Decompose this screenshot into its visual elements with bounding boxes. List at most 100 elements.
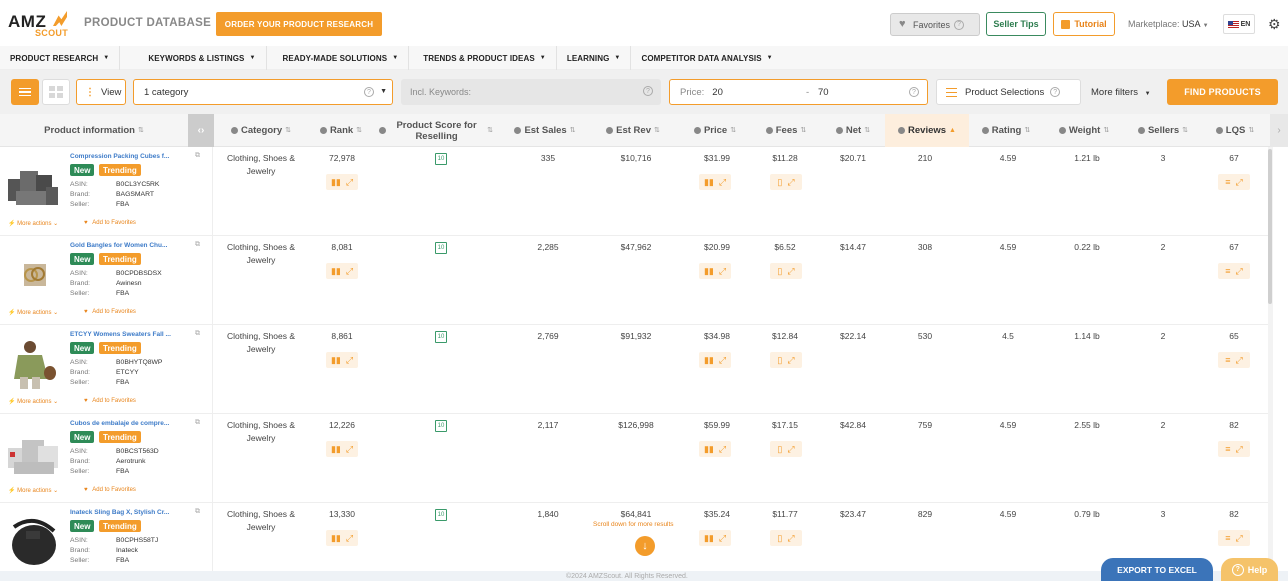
copy-icon[interactable]: ⧉ xyxy=(195,152,200,159)
seller-tips-button[interactable]: Seller Tips xyxy=(986,12,1046,36)
lqs-tools[interactable]: ≡ ⤢ xyxy=(1218,441,1250,457)
scroll-right-arrow[interactable]: › xyxy=(1270,114,1288,147)
lqs-tools[interactable]: ≡ ⤢ xyxy=(1218,530,1250,546)
asin-value[interactable]: B0CPDBSDSX xyxy=(116,270,162,277)
language-selector[interactable]: EN xyxy=(1223,14,1255,34)
product-title-link[interactable]: Gold Bangles for Women Chu... xyxy=(70,242,168,249)
nav-item-learning[interactable]: LEARNING ▼ xyxy=(557,46,632,70)
add-to-favorites-button[interactable]: ♥ Add to Favorites xyxy=(84,309,136,315)
nav-item-keywords-listings[interactable]: KEYWORDS & LISTINGS ▼ xyxy=(120,46,267,70)
rank-tools[interactable]: ▮▮ ⤢ xyxy=(326,263,358,279)
price-tools[interactable]: ▮▮ ⤢ xyxy=(699,174,731,190)
rank-tools[interactable]: ▮▮ ⤢ xyxy=(326,530,358,546)
add-to-favorites-button[interactable]: ♥ Add to Favorites xyxy=(84,487,136,493)
find-products-button[interactable]: FIND PRODUCTS xyxy=(1167,79,1278,105)
export-to-excel-button[interactable]: EXPORT TO EXCEL xyxy=(1101,558,1213,581)
price-max-input[interactable]: 70 xyxy=(818,86,829,98)
more-actions-button[interactable]: ⚡ More actions ⌄ xyxy=(8,310,59,316)
help-icon[interactable]: ? xyxy=(1050,87,1061,97)
vertical-scrollbar[interactable] xyxy=(1268,147,1273,571)
col-header-lqs[interactable]: LQS ⇅ xyxy=(1206,114,1264,147)
col-header-sellers[interactable]: Sellers ⇅ xyxy=(1128,114,1198,147)
price-min-input[interactable]: 20 xyxy=(712,86,723,98)
product-thumbnail[interactable] xyxy=(6,517,62,567)
copy-icon[interactable]: ⧉ xyxy=(195,330,200,337)
help-icon[interactable]: ? xyxy=(954,19,965,30)
marketplace-selector[interactable]: Marketplace: USA ▼ xyxy=(1128,19,1209,29)
lqs-tools[interactable]: ≡ ⤢ xyxy=(1218,263,1250,279)
nav-item-ready-made-solutions[interactable]: READY-MADE SOLUTIONS ▼ xyxy=(267,46,410,70)
col-header-est-rev[interactable]: Est Rev ⇅ xyxy=(598,114,668,147)
brand-value[interactable]: BAGSMART xyxy=(116,191,155,198)
nav-item-product-research[interactable]: PRODUCT RESEARCH ▼ xyxy=(0,46,121,70)
product-title-link[interactable]: Inateck Sling Bag X, Stylish Cr... xyxy=(70,509,170,516)
fees-tools[interactable]: ▯ ⤢ xyxy=(770,441,802,457)
add-to-favorites-button[interactable]: ♥ Add to Favorites xyxy=(84,220,136,226)
nav-item-trends-product-ideas[interactable]: TRENDS & PRODUCT IDEAS ▼ xyxy=(409,46,557,70)
col-header-fees[interactable]: Fees ⇅ xyxy=(755,114,817,147)
brand-value[interactable]: ETCYY xyxy=(116,369,139,376)
col-header-reviews[interactable]: Reviews ▲ xyxy=(885,114,969,147)
copy-icon[interactable]: ⧉ xyxy=(195,241,200,248)
keywords-input[interactable]: Incl. Keywords: ? xyxy=(401,79,661,105)
product-title-link[interactable]: Cubos de embalaje de compre... xyxy=(70,420,170,427)
product-thumbnail[interactable] xyxy=(6,250,62,300)
col-header-net[interactable]: Net ⇅ xyxy=(823,114,883,147)
help-icon[interactable]: ? xyxy=(909,87,919,97)
fees-tools[interactable]: ▯ ⤢ xyxy=(770,352,802,368)
list-view-toggle[interactable] xyxy=(11,79,39,105)
col-header-weight[interactable]: Weight ⇅ xyxy=(1048,114,1120,147)
favorites-button[interactable]: ♥ Favorites ? xyxy=(890,13,980,36)
lqs-tools[interactable]: ≡ ⤢ xyxy=(1218,174,1250,190)
tutorial-button[interactable]: Tutorial xyxy=(1053,12,1115,36)
asin-value[interactable]: B0CL3YC5RK xyxy=(116,181,160,188)
product-thumbnail[interactable] xyxy=(6,161,62,211)
asin-value[interactable]: B0BCST563D xyxy=(116,448,159,455)
view-button[interactable]: ⋮ View xyxy=(76,79,126,105)
grid-view-toggle[interactable] xyxy=(42,79,70,105)
order-research-button[interactable]: ORDER YOUR PRODUCT RESEARCH xyxy=(216,12,382,36)
brand-value[interactable]: Awinesn xyxy=(116,280,142,287)
rank-tools[interactable]: ▮▮ ⤢ xyxy=(326,441,358,457)
col-header-est-sales[interactable]: Est Sales ⇅ xyxy=(505,114,585,147)
col-header-product-information[interactable]: Product information ⇅ xyxy=(0,114,188,147)
category-select[interactable]: 1 category ? ▼ xyxy=(133,79,393,105)
asin-value[interactable]: B0BHYTQ8WP xyxy=(116,359,163,366)
copy-icon[interactable]: ⧉ xyxy=(195,508,200,515)
gear-icon[interactable]: ⚙ xyxy=(1268,16,1281,32)
product-title-link[interactable]: ETCYY Womens Sweaters Fall ... xyxy=(70,331,171,338)
price-tools[interactable]: ▮▮ ⤢ xyxy=(699,263,731,279)
fees-tools[interactable]: ▯ ⤢ xyxy=(770,174,802,190)
collapse-column-toggle[interactable]: ‹› xyxy=(188,114,214,147)
col-header-product-score[interactable]: Product Score for Reselling ⇅ xyxy=(376,114,496,147)
brand-value[interactable]: Aerotrunk xyxy=(116,458,146,465)
product-thumbnail[interactable] xyxy=(6,428,62,478)
amzscout-logo[interactable]: AMZ SCOUT xyxy=(8,10,74,38)
brand-value[interactable]: Inateck xyxy=(116,547,138,554)
copy-icon[interactable]: ⧉ xyxy=(195,419,200,426)
product-title-link[interactable]: Compression Packing Cubes f... xyxy=(70,153,170,160)
col-header-rating[interactable]: Rating ⇅ xyxy=(974,114,1038,147)
price-tools[interactable]: ▮▮ ⤢ xyxy=(699,530,731,546)
more-actions-button[interactable]: ⚡ More actions ⌄ xyxy=(8,488,59,494)
rank-tools[interactable]: ▮▮ ⤢ xyxy=(326,174,358,190)
price-tools[interactable]: ▮▮ ⤢ xyxy=(699,352,731,368)
fees-tools[interactable]: ▯ ⤢ xyxy=(770,530,802,546)
nav-item-competitor-data-analysis[interactable]: COMPETITOR DATA ANALYSIS ▼ xyxy=(631,46,782,70)
scroll-down-button[interactable]: ↓ xyxy=(635,536,655,556)
more-actions-button[interactable]: ⚡ More actions ⌄ xyxy=(8,221,59,227)
lqs-tools[interactable]: ≡ ⤢ xyxy=(1218,352,1250,368)
rank-tools[interactable]: ▮▮ ⤢ xyxy=(326,352,358,368)
asin-value[interactable]: B0CPHS58TJ xyxy=(116,537,159,544)
more-actions-button[interactable]: ⚡ More actions ⌄ xyxy=(8,399,59,405)
price-tools[interactable]: ▮▮ ⤢ xyxy=(699,441,731,457)
col-header-category[interactable]: Category ⇅ xyxy=(216,114,306,147)
col-header-price[interactable]: Price ⇅ xyxy=(683,114,747,147)
help-icon[interactable]: ? xyxy=(643,86,653,96)
product-thumbnail[interactable] xyxy=(6,339,62,389)
col-header-rank[interactable]: Rank ⇅ xyxy=(312,114,370,147)
fees-tools[interactable]: ▯ ⤢ xyxy=(770,263,802,279)
help-button[interactable]: ? Help xyxy=(1221,558,1278,581)
price-range-filter[interactable]: Price: 20 - 70 ? xyxy=(669,79,928,105)
more-filters-button[interactable]: More filters ▼ xyxy=(1091,87,1151,98)
